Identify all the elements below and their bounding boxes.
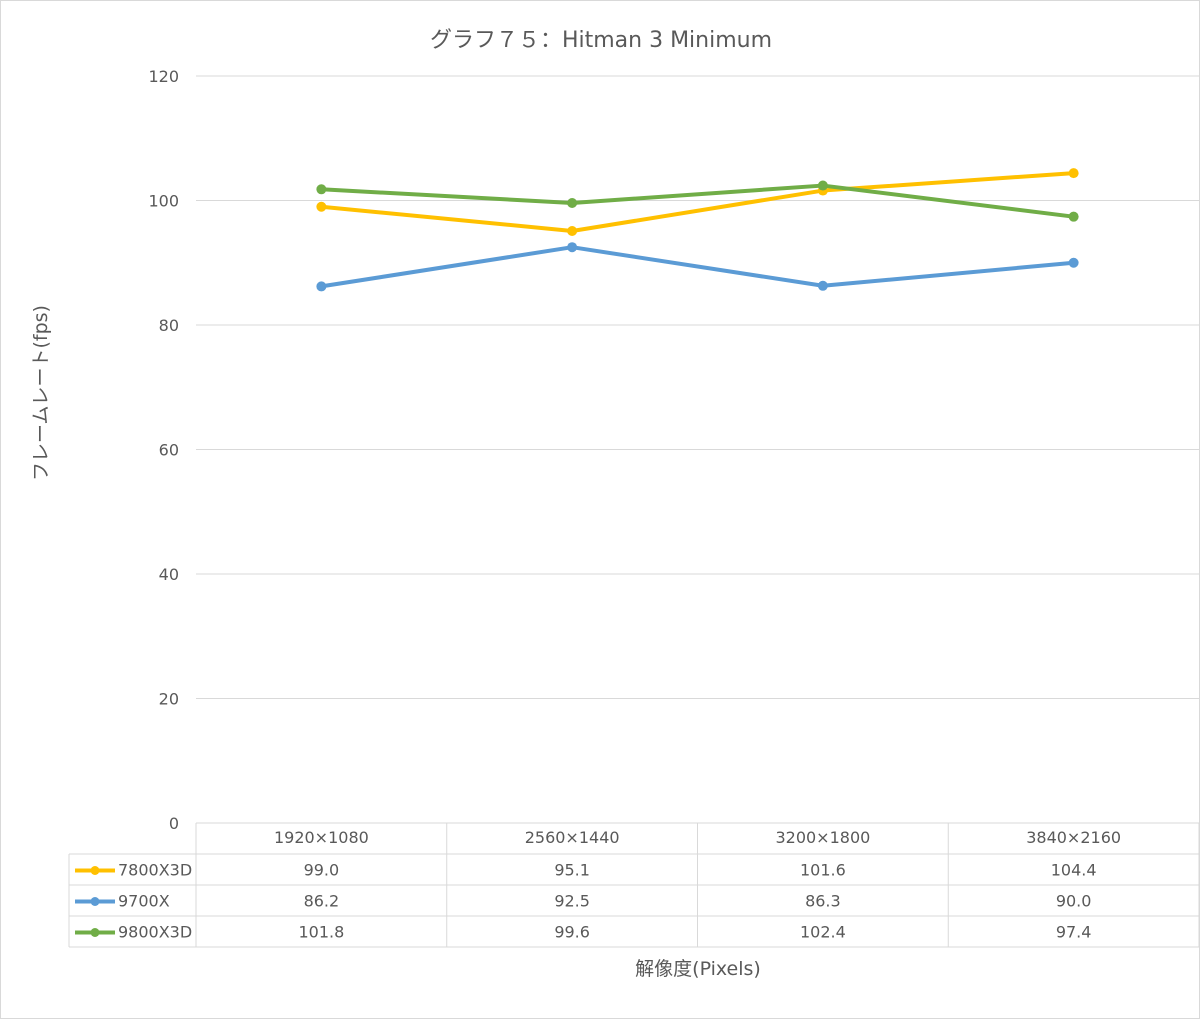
chart-title: グラフ７５：Hitman 3 Minimum bbox=[430, 28, 772, 53]
data-value-cell: 90.0 bbox=[1056, 892, 1092, 911]
x-axis-title: 解像度(Pixels) bbox=[635, 958, 761, 980]
y-tick-label: 40 bbox=[159, 565, 179, 584]
data-point bbox=[1068, 257, 1079, 268]
data-value-cell: 95.1 bbox=[554, 861, 590, 880]
data-value-cell: 86.3 bbox=[805, 892, 841, 911]
legend-swatch-marker bbox=[90, 897, 100, 906]
gridlines bbox=[196, 75, 1199, 824]
data-point bbox=[1068, 168, 1079, 179]
data-value-cell: 102.4 bbox=[800, 923, 846, 942]
y-axis-ticks: 0 20 40 60 80 100 120 bbox=[148, 67, 179, 833]
x-category-label: 3200×1800 bbox=[775, 828, 870, 847]
series-line bbox=[319, 245, 1076, 289]
legend-series-name: 9800X3D bbox=[118, 923, 192, 942]
series-line bbox=[319, 171, 1076, 234]
data-point bbox=[316, 281, 327, 292]
y-tick-label: 100 bbox=[148, 192, 179, 211]
data-value-cell: 104.4 bbox=[1051, 861, 1097, 880]
y-tick-label: 60 bbox=[159, 441, 179, 460]
data-point bbox=[567, 226, 578, 237]
x-category-label: 3840×2160 bbox=[1026, 828, 1121, 847]
data-point bbox=[316, 184, 327, 195]
series-lines bbox=[316, 168, 1079, 292]
data-value-cell: 99.0 bbox=[304, 861, 340, 880]
legend-swatch-marker bbox=[90, 866, 100, 875]
x-category-label: 2560×1440 bbox=[525, 828, 620, 847]
y-tick-label: 0 bbox=[169, 814, 179, 833]
data-table: 1920×1080 2560×1440 3200×1800 3840×2160 7800… bbox=[68, 822, 1200, 948]
legend-series-name: 9700X bbox=[118, 892, 170, 911]
data-value-cell: 99.6 bbox=[554, 923, 590, 942]
y-tick-label: 120 bbox=[148, 67, 179, 86]
data-point bbox=[567, 242, 578, 253]
data-value-cell: 86.2 bbox=[304, 892, 340, 911]
data-point bbox=[817, 180, 828, 191]
y-tick-label: 80 bbox=[159, 316, 179, 335]
x-category-label: 1920×1080 bbox=[274, 828, 369, 847]
legend-swatch-marker bbox=[90, 928, 100, 937]
data-point bbox=[817, 280, 828, 291]
data-value-cell: 101.8 bbox=[298, 923, 344, 942]
data-point bbox=[1068, 211, 1079, 222]
data-point bbox=[316, 201, 327, 212]
series-line bbox=[319, 183, 1076, 219]
data-point bbox=[567, 197, 578, 208]
legend-series-name: 7800X3D bbox=[118, 861, 192, 880]
data-value-cell: 97.4 bbox=[1056, 923, 1092, 942]
data-value-cell: 101.6 bbox=[800, 861, 846, 880]
y-tick-label: 20 bbox=[159, 690, 179, 709]
data-value-cell: 92.5 bbox=[554, 892, 590, 911]
y-axis-title: フレームレート(fps) bbox=[30, 305, 52, 481]
